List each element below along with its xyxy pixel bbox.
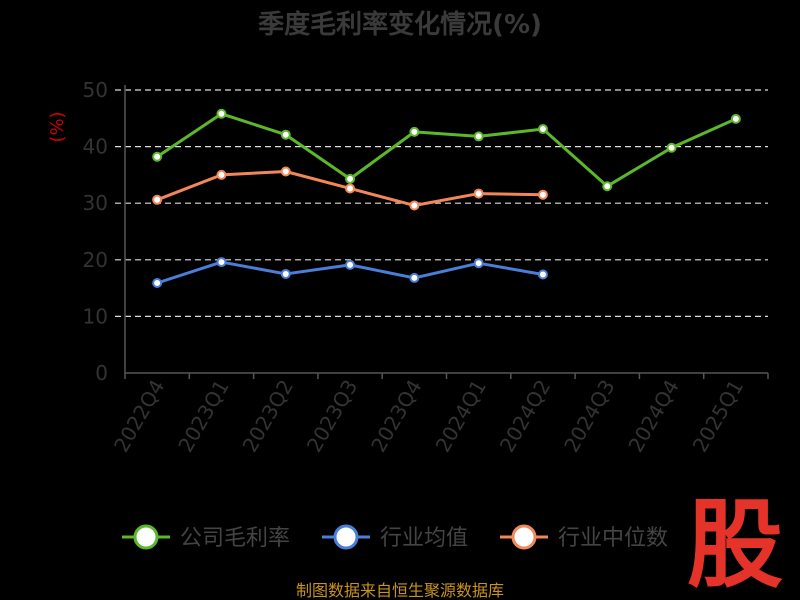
y-tick-label: 10 bbox=[83, 304, 108, 328]
data-point[interactable] bbox=[730, 113, 741, 124]
axis-layer: 0 10 20 30 40 50 2022Q4 2023Q1 2023Q2 2023Q3 2023Q… bbox=[83, 78, 769, 457]
x-tick-label: 2023Q2 bbox=[238, 376, 298, 457]
data-point[interactable] bbox=[537, 269, 548, 280]
x-tick-label: 2025Q1 bbox=[688, 376, 748, 457]
data-point[interactable] bbox=[602, 181, 613, 192]
data-point[interactable] bbox=[409, 200, 420, 211]
data-point[interactable] bbox=[473, 188, 484, 199]
data-point[interactable] bbox=[152, 278, 163, 289]
y-tick-label: 40 bbox=[83, 135, 108, 159]
x-tick-label: 2023Q4 bbox=[366, 376, 426, 457]
legend-swatch-marker bbox=[333, 524, 359, 550]
legend-swatch-marker bbox=[133, 524, 159, 550]
data-point[interactable] bbox=[216, 108, 227, 119]
logo-mark: 股 bbox=[687, 489, 783, 600]
data-point[interactable] bbox=[666, 142, 677, 153]
x-tick-label: 2024Q2 bbox=[495, 376, 555, 457]
legend-label: 行业中位数 bbox=[558, 526, 668, 551]
data-point[interactable] bbox=[152, 194, 163, 205]
x-tick-label: 2024Q1 bbox=[431, 376, 491, 457]
series-line bbox=[156, 112, 737, 188]
x-tick-label: 2022Q4 bbox=[109, 376, 169, 457]
data-point[interactable] bbox=[409, 272, 420, 283]
grid-layer bbox=[115, 89, 768, 317]
series-layer bbox=[152, 108, 741, 289]
data-point[interactable] bbox=[345, 259, 356, 270]
data-point[interactable] bbox=[537, 189, 548, 200]
y-tick-label: 0 bbox=[95, 361, 108, 385]
x-tick-label: 2023Q1 bbox=[173, 376, 233, 457]
legend-item[interactable]: 公司毛利率 bbox=[122, 524, 290, 551]
data-source-note: 制图数据来自恒生聚源数据库 bbox=[296, 581, 504, 600]
y-tick-label: 20 bbox=[83, 248, 108, 272]
data-point[interactable] bbox=[216, 169, 227, 180]
data-point[interactable] bbox=[537, 124, 548, 135]
x-tick-label: 2024Q3 bbox=[559, 376, 619, 457]
data-point[interactable] bbox=[216, 257, 227, 268]
legend-swatch-marker bbox=[511, 524, 537, 550]
data-point[interactable] bbox=[345, 183, 356, 194]
data-point[interactable] bbox=[280, 166, 291, 177]
data-point[interactable] bbox=[280, 129, 291, 140]
x-tick-label: 2024Q4 bbox=[623, 376, 683, 457]
data-point[interactable] bbox=[345, 173, 356, 184]
data-point[interactable] bbox=[152, 151, 163, 162]
data-point[interactable] bbox=[409, 126, 420, 137]
legend-label: 公司毛利率 bbox=[180, 526, 290, 551]
y-tick-label: 50 bbox=[83, 78, 108, 102]
legend[interactable]: 公司毛利率 行业均值 行业中位数 bbox=[122, 524, 668, 551]
legend-item[interactable]: 行业中位数 bbox=[500, 524, 668, 551]
x-tick-label: 2023Q3 bbox=[302, 376, 362, 457]
data-point[interactable] bbox=[473, 131, 484, 142]
y-tick-label: 30 bbox=[83, 191, 108, 215]
data-point[interactable] bbox=[473, 258, 484, 269]
chart-title: 季度毛利率变化情况(%) bbox=[258, 9, 542, 40]
data-point[interactable] bbox=[280, 268, 291, 279]
y-axis-unit: (%) bbox=[47, 111, 68, 142]
legend-label: 行业均值 bbox=[380, 526, 468, 551]
legend-item[interactable]: 行业均值 bbox=[322, 524, 468, 551]
